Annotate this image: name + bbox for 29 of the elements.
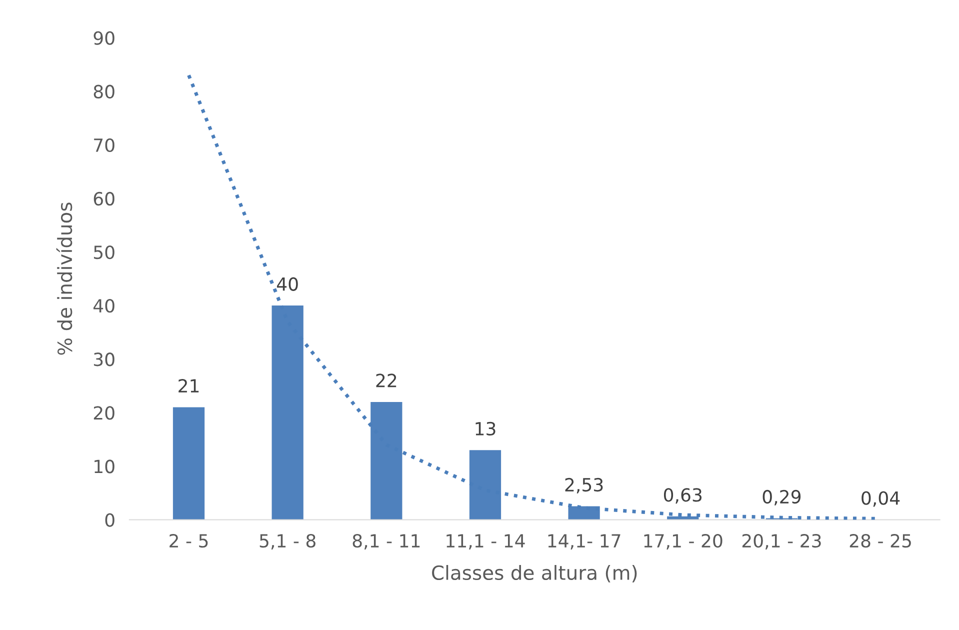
x-axis-title: Classes de altura (m) xyxy=(432,565,637,582)
data-label: 0,63 xyxy=(664,488,702,504)
data-label: 40 xyxy=(276,277,298,291)
y-tick-label: 20 xyxy=(94,406,114,420)
y-tick-label: 50 xyxy=(94,245,114,260)
y-tick-label: 40 xyxy=(93,299,114,313)
data-label: 0,29 xyxy=(762,490,801,506)
x-tick-label: 5,1 - 8 xyxy=(260,534,316,550)
y-tick-label: 0 xyxy=(105,513,114,527)
y-axis-title: % de indivíduos xyxy=(56,202,72,355)
x-tick-label: 17,1 - 20 xyxy=(644,534,722,550)
y-tick-label: 10 xyxy=(94,460,114,474)
y-tick-label: 90 xyxy=(94,31,114,45)
x-tick-label: 14,1- 17 xyxy=(548,534,620,550)
y-tick-label: 70 xyxy=(94,138,114,152)
data-label: 2,53 xyxy=(565,478,603,494)
x-tick-label: 20,1 - 23 xyxy=(742,534,821,550)
y-tick-label: 60 xyxy=(94,192,114,206)
x-tick-label: 28 - 25 xyxy=(850,534,911,548)
x-tick-label: 2 - 5 xyxy=(170,534,208,548)
data-label: 21 xyxy=(178,379,199,392)
bar xyxy=(172,407,205,520)
data-label: 22 xyxy=(376,374,396,388)
data-label: 13 xyxy=(476,422,496,436)
x-tick-label: 11,1 - 14 xyxy=(446,534,525,550)
x-tick-label: 8,1 - 11 xyxy=(352,534,420,550)
y-tick-label: 30 xyxy=(94,352,114,366)
y-tick-label: 80 xyxy=(94,84,114,98)
data-label: 0,04 xyxy=(862,491,900,507)
